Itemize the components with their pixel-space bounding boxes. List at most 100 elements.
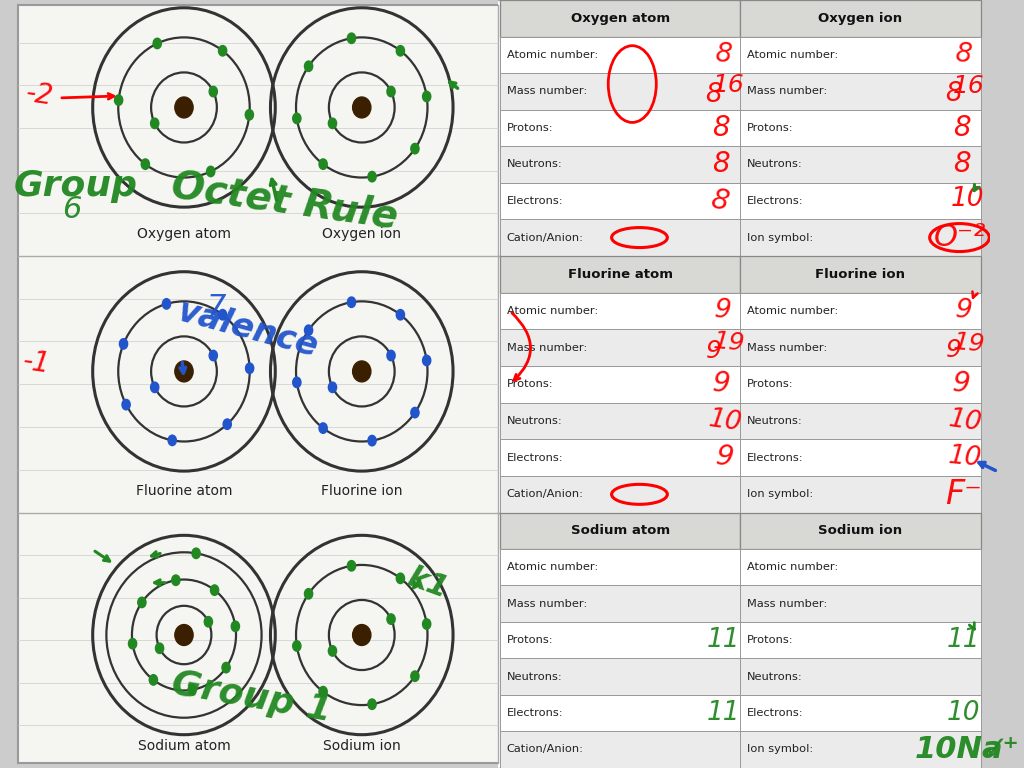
Ellipse shape [168, 435, 176, 445]
Ellipse shape [218, 310, 226, 320]
Bar [500, 658, 740, 695]
Text: Atomic number:: Atomic number: [507, 562, 598, 572]
Bar [500, 0, 740, 37]
Text: Atomic number:: Atomic number: [748, 306, 839, 316]
Ellipse shape [319, 687, 328, 697]
Text: Atomic number:: Atomic number: [748, 50, 839, 60]
Text: 19: 19 [712, 329, 745, 356]
Text: 8: 8 [713, 151, 730, 178]
Ellipse shape [128, 638, 136, 649]
Ellipse shape [387, 614, 395, 624]
Ellipse shape [245, 110, 254, 120]
Ellipse shape [188, 684, 197, 695]
Ellipse shape [156, 643, 164, 654]
Text: Ion symbol:: Ion symbol: [748, 744, 813, 754]
Text: Atomic number:: Atomic number: [748, 562, 839, 572]
Text: 8: 8 [952, 151, 970, 178]
Ellipse shape [120, 339, 128, 349]
Bar [500, 329, 740, 366]
Bar [500, 622, 740, 658]
Text: 11: 11 [707, 627, 739, 653]
Text: Mass number:: Mass number: [748, 86, 827, 96]
Ellipse shape [222, 662, 230, 673]
Text: 9: 9 [711, 369, 731, 399]
Ellipse shape [204, 617, 213, 627]
Ellipse shape [304, 61, 312, 71]
Text: Electrons:: Electrons: [507, 708, 563, 718]
Bar [740, 731, 981, 767]
Ellipse shape [223, 419, 231, 429]
Text: 16: 16 [953, 74, 985, 98]
Text: 8: 8 [945, 81, 963, 108]
Ellipse shape [368, 171, 376, 182]
Bar [500, 37, 740, 73]
Ellipse shape [352, 361, 371, 382]
Text: 8: 8 [714, 41, 732, 68]
Ellipse shape [209, 86, 217, 97]
Ellipse shape [368, 699, 376, 710]
Ellipse shape [150, 674, 158, 685]
Text: 11: 11 [946, 627, 980, 653]
Text: Mass number:: Mass number: [748, 599, 827, 609]
Text: Neutrons:: Neutrons: [748, 671, 803, 681]
Ellipse shape [151, 382, 159, 392]
Bar [740, 585, 981, 622]
Ellipse shape [423, 91, 431, 101]
Text: Neutrons:: Neutrons: [748, 416, 803, 426]
Text: 10Na⁺: 10Na⁺ [914, 735, 1020, 764]
Text: Protons:: Protons: [748, 379, 794, 389]
Text: 8: 8 [952, 114, 970, 142]
Bar [500, 585, 740, 622]
Bar [740, 220, 981, 256]
Ellipse shape [246, 363, 254, 373]
Text: Oxygen atom: Oxygen atom [137, 227, 231, 241]
Bar [500, 402, 740, 439]
Text: Electrons:: Electrons: [748, 452, 804, 462]
Bar [740, 37, 981, 73]
Text: 10: 10 [947, 443, 983, 472]
Bar [499, 256, 979, 513]
Text: 7: 7 [206, 293, 225, 323]
Text: 19: 19 [952, 330, 986, 357]
Ellipse shape [396, 573, 404, 584]
Text: k1: k1 [402, 562, 452, 604]
Ellipse shape [387, 350, 395, 361]
Ellipse shape [218, 45, 226, 56]
Text: Atomic number:: Atomic number: [507, 306, 598, 316]
Bar [740, 293, 981, 329]
Text: 9: 9 [706, 339, 721, 362]
Bar [740, 476, 981, 513]
Ellipse shape [319, 423, 328, 433]
Text: Electrons:: Electrons: [507, 196, 563, 206]
Ellipse shape [352, 97, 371, 118]
Bar [500, 549, 740, 585]
Text: 9: 9 [953, 297, 973, 325]
Bar [740, 402, 981, 439]
Text: 6: 6 [61, 195, 81, 224]
Text: -2: -2 [25, 79, 55, 111]
Bar [500, 476, 740, 513]
Ellipse shape [396, 45, 404, 56]
Ellipse shape [175, 361, 194, 382]
Bar [740, 439, 981, 476]
Ellipse shape [293, 113, 301, 124]
Text: Protons:: Protons: [507, 123, 554, 133]
Text: 8: 8 [953, 41, 973, 68]
Text: 9: 9 [946, 338, 962, 362]
Ellipse shape [209, 350, 217, 361]
Ellipse shape [347, 33, 355, 44]
Text: Group: Group [13, 169, 137, 203]
Bar [500, 731, 740, 767]
Bar [500, 366, 740, 402]
Text: 11: 11 [707, 700, 739, 726]
Ellipse shape [138, 598, 146, 607]
Text: Sodium ion: Sodium ion [818, 525, 902, 538]
Text: 8: 8 [708, 186, 731, 217]
Text: 10: 10 [946, 700, 980, 726]
Text: 9: 9 [951, 369, 972, 399]
Text: Octet Rule: Octet Rule [169, 167, 400, 237]
Ellipse shape [141, 159, 150, 170]
Ellipse shape [207, 166, 215, 177]
Text: Neutrons:: Neutrons: [507, 671, 562, 681]
Text: 8: 8 [713, 114, 730, 142]
